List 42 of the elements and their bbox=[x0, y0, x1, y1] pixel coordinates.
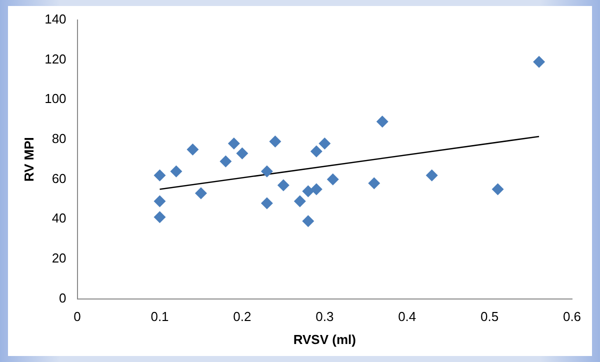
point bbox=[294, 195, 306, 208]
point bbox=[236, 147, 248, 160]
point bbox=[302, 185, 314, 198]
point bbox=[154, 195, 166, 208]
x-tick-label: 0.2 bbox=[233, 309, 252, 324]
x-axis-title: RVSV (ml) bbox=[293, 332, 356, 347]
y-tick-label: 0 bbox=[59, 290, 66, 306]
point bbox=[186, 143, 199, 156]
x-tick-label: 0.5 bbox=[480, 309, 499, 324]
y-tick-label: 20 bbox=[52, 250, 66, 266]
point bbox=[302, 215, 314, 228]
x-tick-label: 0.1 bbox=[150, 309, 169, 324]
point bbox=[310, 145, 322, 158]
y-tick-label: 120 bbox=[44, 51, 66, 66]
y-tick-label: 40 bbox=[52, 210, 66, 226]
point bbox=[220, 155, 232, 168]
point bbox=[376, 116, 388, 128]
point bbox=[533, 56, 546, 68]
y-axis-title: RV MPI bbox=[21, 137, 36, 182]
x-tick-label: 0.6 bbox=[562, 309, 582, 324]
point bbox=[269, 135, 282, 148]
x-tick-label: 0.4 bbox=[398, 309, 416, 324]
point bbox=[277, 179, 290, 192]
point bbox=[228, 137, 240, 150]
x-tick-label: 0.3 bbox=[316, 309, 334, 324]
point bbox=[194, 187, 207, 200]
y-tick-label: 100 bbox=[44, 91, 66, 106]
point bbox=[154, 169, 166, 182]
x-tick-label: 0 bbox=[74, 309, 81, 324]
point bbox=[310, 183, 322, 196]
y-tick-label: 140 bbox=[44, 12, 66, 27]
point bbox=[368, 177, 380, 190]
point bbox=[426, 169, 438, 182]
y-tick-label: 60 bbox=[52, 170, 66, 186]
point bbox=[260, 165, 273, 178]
point bbox=[154, 211, 166, 224]
point bbox=[260, 197, 273, 210]
point bbox=[492, 183, 504, 196]
point bbox=[318, 137, 331, 150]
y-tick-label: 80 bbox=[52, 131, 66, 146]
point bbox=[170, 165, 182, 178]
point bbox=[326, 173, 339, 186]
